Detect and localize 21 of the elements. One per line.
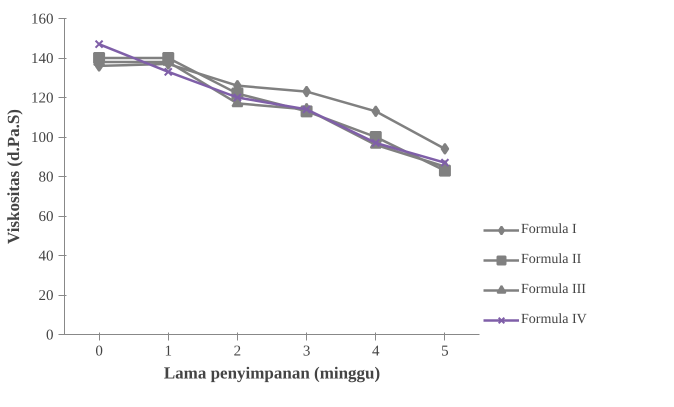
y-tick-label: 140 [31, 51, 54, 67]
y-tick-label: 120 [31, 90, 54, 106]
x-tick-label: 3 [302, 344, 310, 360]
y-tick-label: 0 [46, 328, 54, 344]
x-tick-label: 5 [441, 344, 449, 360]
legend-label: Formula III [521, 282, 586, 298]
x-tick-label: 0 [95, 344, 103, 360]
y-tick-label: 100 [31, 130, 54, 146]
x-axis-title: Lama penyimpanan (minggu) [164, 364, 380, 382]
y-tick-label: 40 [38, 248, 54, 264]
legend-label: Formula II [521, 252, 582, 268]
x-tick-label: 4 [372, 344, 380, 360]
y-tick-label: 80 [38, 170, 54, 186]
y-tick-label: 60 [38, 209, 54, 225]
x-tick-label: 1 [164, 344, 172, 360]
legend-label: Formula I [521, 222, 577, 238]
x-tick-label: 2 [234, 344, 242, 360]
y-axis-title: Viskositas (d.Pa.S) [4, 109, 23, 244]
y-tick-label: 160 [31, 12, 54, 28]
y-tick-label: 20 [38, 288, 54, 304]
legend-label: Formula IV [521, 312, 587, 328]
